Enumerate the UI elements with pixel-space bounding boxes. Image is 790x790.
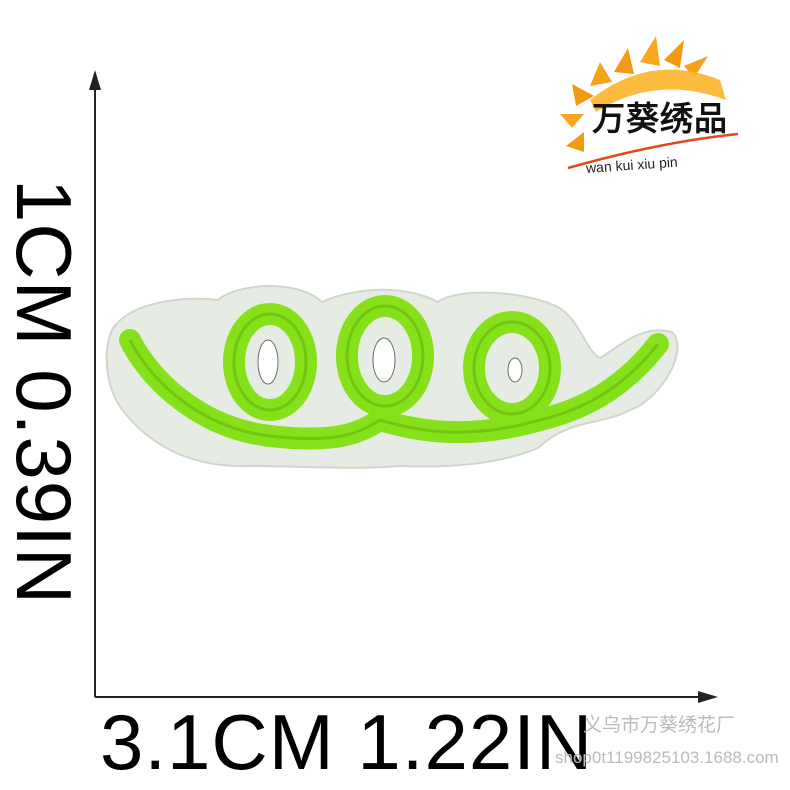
embroidered-patch xyxy=(105,284,679,469)
width-dimension-label: 3.1CM 1.22IN xyxy=(100,698,594,786)
height-dimension-label: 1CM 0.39IN xyxy=(0,178,88,606)
watermark-shop-url: shop0t1199825103.1688.com xyxy=(555,748,779,767)
sunflower-logo xyxy=(560,36,739,170)
dimension-axes xyxy=(89,70,718,703)
brand-name: 万葵绣品 xyxy=(592,100,728,137)
watermark-factory: 义乌市万葵绣花厂 xyxy=(583,715,736,736)
